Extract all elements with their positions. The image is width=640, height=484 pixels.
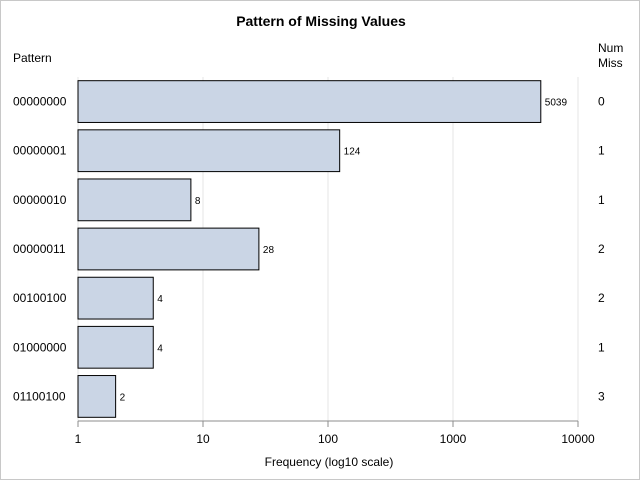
chart-title: Pattern of Missing Values	[236, 13, 406, 29]
value-label: 8	[195, 196, 201, 207]
category-label: 00000000	[13, 95, 67, 109]
bar	[77, 375, 117, 418]
value-label: 2	[120, 392, 126, 403]
bar	[77, 227, 260, 271]
category-label: 00000011	[13, 242, 66, 256]
value-label: 4	[157, 343, 163, 354]
x-tick-label: 100	[318, 432, 338, 446]
bar	[77, 276, 154, 320]
category-label: 00100100	[13, 291, 67, 305]
num-miss-label: 1	[598, 193, 605, 207]
x-tick-label: 10000	[561, 432, 595, 446]
category-label: 00000010	[13, 193, 67, 207]
bar	[77, 178, 192, 222]
value-label: 124	[344, 147, 361, 158]
x-tick-label: 1000	[440, 432, 467, 446]
value-label: 4	[157, 294, 163, 305]
x-tick-label: 10	[196, 432, 210, 446]
num-miss-label: 2	[598, 291, 605, 305]
num-miss-label: 2	[598, 242, 605, 256]
value-label: 5039	[545, 98, 568, 109]
num-miss-label: 1	[598, 144, 605, 158]
x-tick-label: 1	[75, 432, 82, 446]
category-label: 01100100	[13, 389, 66, 403]
bar	[77, 129, 341, 173]
category-label: 01000000	[13, 340, 67, 354]
num-miss-label: 0	[598, 95, 605, 109]
value-label: 28	[263, 245, 275, 256]
num-miss-label: 1	[598, 340, 605, 354]
right-axis-label-line2: Miss	[598, 56, 623, 70]
category-label: 00000001	[13, 144, 67, 158]
right-axis-label-line1: Num	[598, 41, 623, 55]
x-axis-label: Frequency (log10 scale)	[265, 455, 394, 469]
y-axis-label: Pattern	[13, 51, 52, 65]
bar	[77, 80, 542, 123]
num-miss-label: 3	[598, 389, 605, 403]
bar	[77, 325, 154, 369]
bars: 5039 124 8 28 4 4 2	[77, 80, 568, 418]
